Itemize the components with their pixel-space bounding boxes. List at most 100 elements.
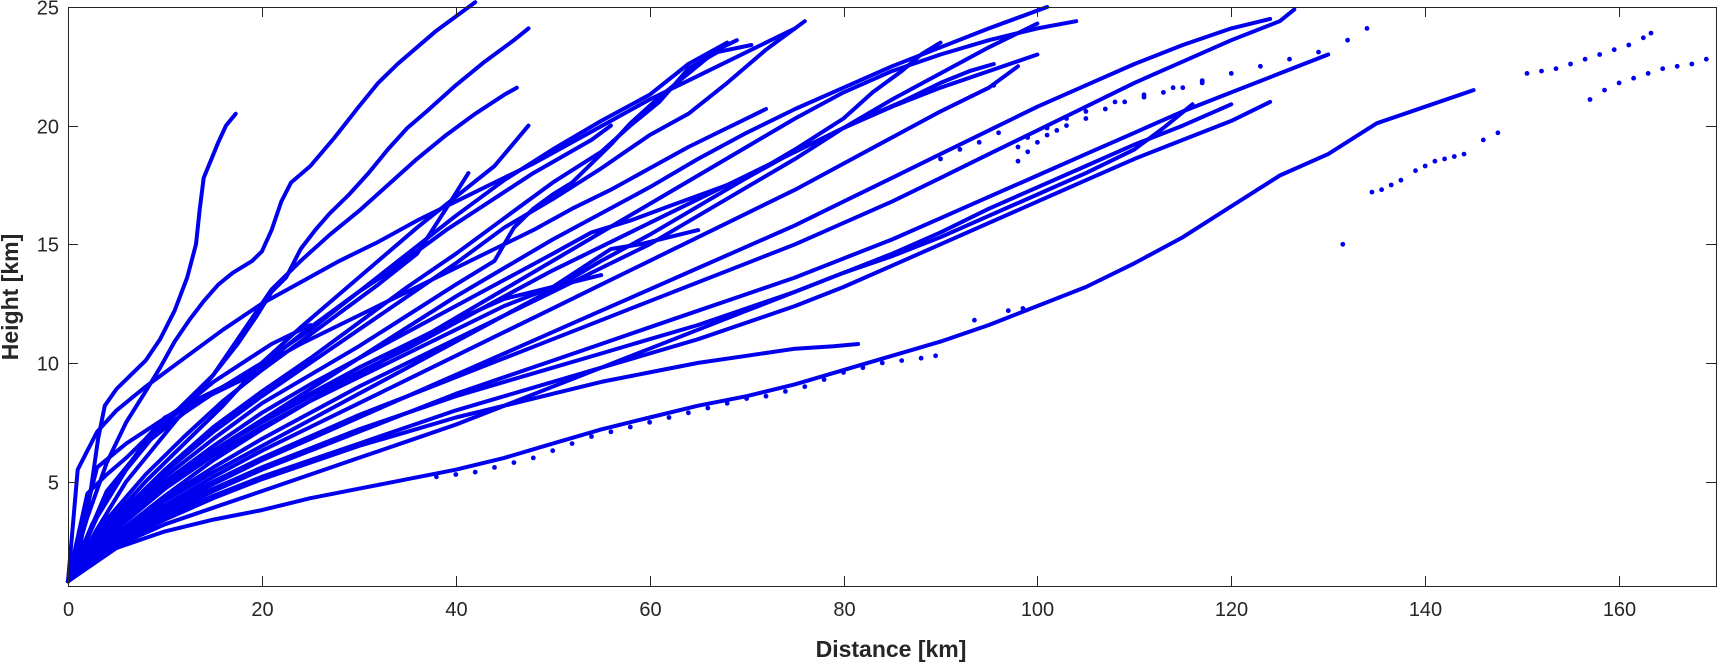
series-32-point-26 (918, 355, 924, 361)
series-34-points (1340, 241, 1346, 247)
series-39-point-8 (1064, 116, 1069, 121)
series-32-point-3 (472, 469, 478, 475)
series-38-point-2 (1015, 158, 1021, 164)
series-32-point-19 (783, 389, 788, 394)
series-32-point-13 (666, 415, 672, 420)
series-37-point-2 (1602, 87, 1607, 93)
series-38-points (991, 80, 1205, 164)
series-38-point-4 (1035, 139, 1040, 145)
series-32-point-12 (647, 419, 652, 425)
series-25-line (66, 26, 798, 584)
series-36-point-1 (1524, 71, 1530, 76)
series-38-point-10 (1122, 99, 1128, 105)
series-35-point-9 (1451, 154, 1457, 159)
series-2-line (66, 0, 478, 584)
series-30-line (66, 228, 701, 584)
series-36-point-5 (1582, 56, 1588, 62)
series-37-point-9 (1703, 56, 1709, 62)
series-39-point-15 (1258, 63, 1263, 69)
series-19-line (66, 52, 1331, 584)
series-32-point-17 (744, 396, 749, 401)
series-38-point-13 (1180, 85, 1186, 91)
series-32-point-27 (933, 353, 938, 359)
series-21-line (66, 99, 1273, 584)
y-axis-title: Height [km] (0, 234, 23, 361)
series-36-point-2 (1539, 68, 1544, 74)
series-39-point-3 (976, 139, 982, 145)
series-36-point-9 (1640, 35, 1646, 41)
series-38-point-1 (991, 82, 997, 88)
series-33-point-3 (1020, 306, 1026, 311)
series-36-point-3 (1553, 66, 1559, 72)
series-23-line (66, 102, 1195, 584)
series-1-line (66, 111, 238, 584)
series-33-points (972, 306, 1026, 323)
series-layer (66, 0, 1709, 584)
series-31-line (66, 273, 604, 584)
series-32-point-7 (550, 448, 556, 454)
series-35-point-8 (1442, 156, 1447, 162)
series-22-line (66, 342, 861, 584)
series-38-point-6 (1054, 127, 1060, 133)
series-15-line (66, 40, 943, 584)
series-39-point-4 (996, 130, 1001, 136)
series-36-points (1524, 30, 1654, 76)
series-32-points (434, 353, 938, 480)
series-37-point-3 (1616, 80, 1622, 86)
series-35-point-5 (1413, 168, 1418, 174)
series-33-point-1 (972, 317, 977, 323)
series-32-point-25 (899, 358, 905, 363)
series-10-line (66, 38, 739, 584)
series-39-point-5 (1015, 144, 1021, 150)
series-36-point-10 (1648, 30, 1654, 36)
series-34-point-1 (1340, 241, 1346, 247)
series-35-points (1369, 130, 1501, 195)
series-37-point-1 (1587, 97, 1593, 102)
series-27-line (66, 123, 613, 584)
series-38-point-8 (1083, 116, 1089, 121)
series-32-point-6 (530, 455, 536, 461)
series-39-point-14 (1228, 71, 1234, 76)
series-39-point-10 (1112, 99, 1118, 105)
series-39-point-16 (1287, 56, 1292, 62)
series-35-point-6 (1422, 163, 1428, 169)
y-tick-label-15: 15 (37, 235, 59, 257)
x-tick-label-140: 140 (1409, 599, 1442, 621)
x-tick-label-120: 120 (1215, 599, 1248, 621)
x-axis-ticks: 0 20 40 60 80 100 120 140 160 (63, 7, 1636, 621)
series-32-point-1 (434, 474, 439, 480)
series-32-point-2 (453, 472, 459, 477)
series-24-line (66, 88, 1476, 584)
series-39-point-18 (1345, 37, 1350, 43)
series-35-point-3 (1388, 182, 1394, 188)
y-tick-label-20: 20 (37, 117, 59, 139)
series-32-point-10 (608, 429, 614, 435)
series-32-point-22 (841, 370, 846, 375)
series-7-line (66, 19, 807, 584)
series-32-point-24 (879, 360, 885, 366)
series-38-point-7 (1064, 123, 1069, 128)
series-32-point-11 (627, 424, 633, 430)
y-tick-label-10: 10 (37, 354, 59, 376)
series-20-line (66, 102, 1234, 584)
series-37-point-4 (1631, 75, 1636, 81)
series-29-line (66, 62, 996, 584)
series-39-point-12 (1170, 85, 1176, 91)
series-9-line (66, 40, 730, 584)
series-37-points (1587, 56, 1709, 102)
series-39-point-6 (1025, 135, 1031, 140)
x-tick-label-100: 100 (1021, 599, 1054, 621)
x-tick-label-20: 20 (251, 599, 273, 621)
series-35-point-12 (1495, 130, 1501, 136)
series-36-point-4 (1568, 61, 1573, 67)
y-axis-ticks: 5 10 15 20 25 (37, 0, 1716, 495)
series-38-point-3 (1025, 149, 1031, 155)
series-32-point-15 (705, 405, 711, 411)
series-39-point-2 (957, 147, 963, 152)
series-36-point-7 (1611, 47, 1617, 53)
series-32-point-23 (860, 365, 866, 371)
series-36-point-6 (1597, 52, 1603, 57)
series-35-point-10 (1461, 151, 1467, 157)
series-39-point-7 (1044, 125, 1050, 131)
series-14-line (66, 21, 1040, 584)
